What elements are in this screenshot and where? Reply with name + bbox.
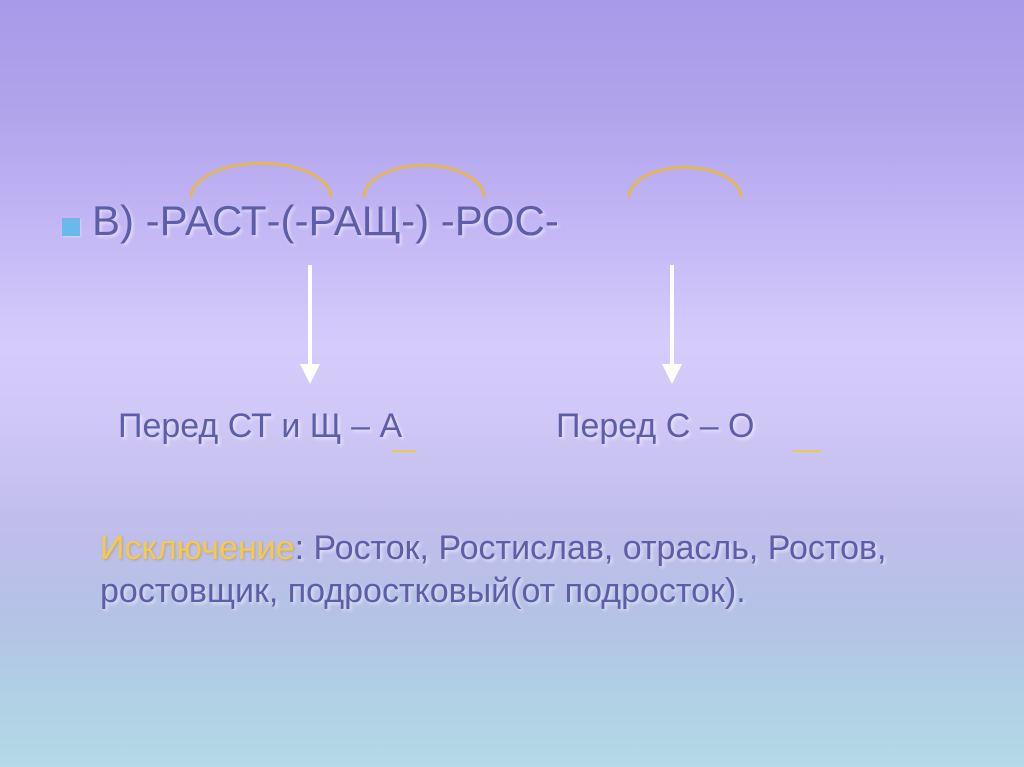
arc-mark <box>629 167 741 197</box>
rule-right: Перед С – О <box>556 407 755 446</box>
exception-block: Исключение: Росток, Ростислав, отрасль, … <box>100 527 940 612</box>
exception-label: Исключение <box>100 529 295 567</box>
annotation-overlay <box>0 0 1024 767</box>
arrow-down-icon <box>300 265 320 384</box>
arc-mark <box>191 163 331 197</box>
underline-mark <box>392 450 416 452</box>
underline-mark <box>793 450 821 452</box>
slide: В) -РАСТ-(-РАЩ-) -РОС- Перед СТ и Щ – А … <box>0 0 1024 767</box>
rule-left: Перед СТ и Щ – А <box>118 407 402 446</box>
bullet-icon <box>62 218 80 236</box>
arc-mark <box>364 165 484 197</box>
heading: В) -РАСТ-(-РАЩ-) -РОС- <box>92 197 559 245</box>
arrow-down-icon <box>662 265 682 384</box>
